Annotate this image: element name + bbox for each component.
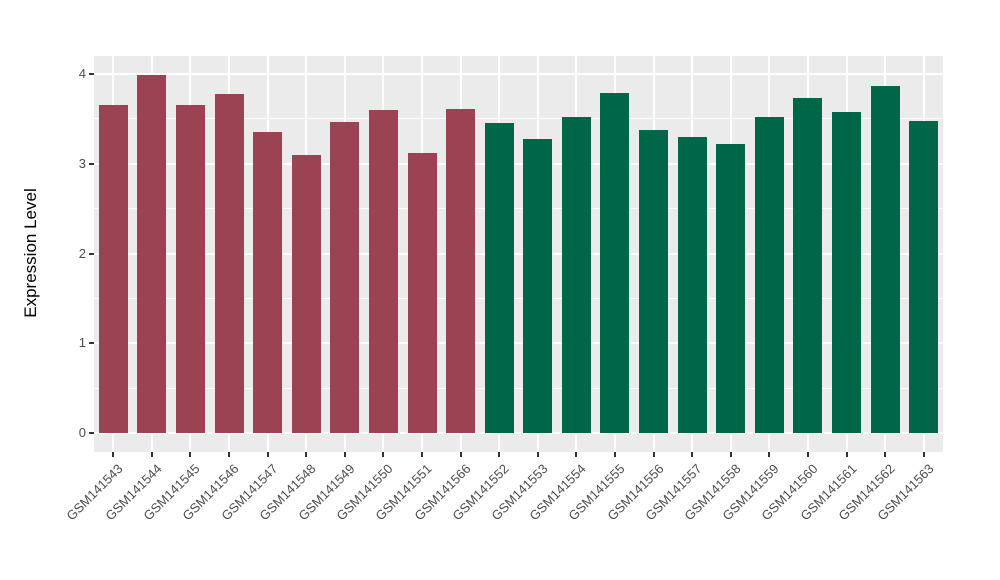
minor-gridline: [94, 297, 943, 299]
bar-GSM141548: [291, 154, 321, 434]
y-axis-tick-mark: [89, 342, 94, 345]
y-tick-label-4: 4: [78, 65, 86, 81]
minor-gridline: [94, 208, 943, 210]
bar-GSM141554: [561, 117, 591, 434]
y-axis-tick-mark: [89, 162, 94, 165]
major-gridline: [94, 432, 943, 435]
bar-GSM141556: [639, 129, 669, 434]
bar-GSM141552: [484, 123, 514, 434]
x-axis-tick-mark: [884, 452, 887, 457]
y-tick-label-2: 2: [78, 245, 86, 261]
x-axis-tick-mark: [228, 452, 231, 457]
x-axis-tick-mark: [613, 452, 616, 457]
x-axis-tick-mark: [729, 452, 732, 457]
x-axis-tick-mark: [459, 452, 462, 457]
bar-GSM141546: [214, 93, 244, 434]
bar-GSM141550: [368, 109, 398, 434]
x-axis-tick-mark: [112, 452, 115, 457]
bar-GSM141547: [253, 132, 283, 434]
x-axis-tick-mark: [575, 452, 578, 457]
major-gridline: [94, 252, 943, 255]
x-axis-tick-mark: [845, 452, 848, 457]
bar-GSM141558: [716, 144, 746, 434]
bar-GSM141545: [175, 105, 205, 434]
bar-GSM141553: [523, 138, 553, 434]
y-axis-tick-mark: [89, 72, 94, 75]
x-axis-tick-mark: [498, 452, 501, 457]
bar-GSM141543: [98, 105, 128, 434]
x-axis-tick-mark: [691, 452, 694, 457]
x-axis-tick-mark: [150, 452, 153, 457]
bar-GSM141561: [832, 111, 862, 434]
bar-GSM141560: [793, 98, 823, 434]
bar-GSM141559: [754, 117, 784, 434]
x-axis-tick-mark: [266, 452, 269, 457]
bar-GSM141549: [330, 121, 360, 434]
bar-GSM141562: [870, 85, 900, 434]
y-axis-tick-mark: [89, 252, 94, 255]
x-axis-tick-mark: [536, 452, 539, 457]
bar-GSM141566: [446, 108, 476, 434]
major-gridline: [94, 72, 943, 75]
y-tick-label-0: 0: [78, 425, 86, 441]
bar-GSM141544: [137, 74, 167, 434]
x-axis-tick-mark: [343, 452, 346, 457]
x-axis-tick-mark: [768, 452, 771, 457]
major-gridline: [94, 162, 943, 165]
y-tick-label-3: 3: [78, 155, 86, 171]
minor-gridline: [94, 118, 943, 120]
x-axis-tick-mark: [189, 452, 192, 457]
y-axis-tick-mark: [89, 432, 94, 435]
x-axis-tick-mark: [922, 452, 925, 457]
y-tick-label-1: 1: [78, 335, 86, 351]
x-axis-tick-mark: [382, 452, 385, 457]
major-gridline: [94, 342, 943, 345]
bar-GSM141557: [677, 136, 707, 434]
bar-GSM141563: [909, 120, 939, 434]
bar-GSM141551: [407, 152, 437, 434]
minor-gridline: [94, 387, 943, 389]
bar-GSM141555: [600, 92, 630, 434]
x-axis-tick-mark: [806, 452, 809, 457]
x-axis-tick-mark: [652, 452, 655, 457]
x-axis-tick-mark: [421, 452, 424, 457]
x-axis-tick-mark: [305, 452, 308, 457]
